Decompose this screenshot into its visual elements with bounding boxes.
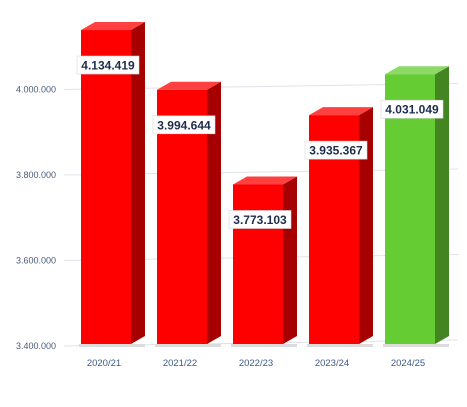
data-label-text: 3.994.644 [157, 118, 211, 132]
bar-shadow [231, 344, 297, 347]
data-label-box [380, 99, 444, 119]
bar-front-face [385, 74, 435, 344]
data-label: 3.994.644 [152, 115, 216, 135]
y-axis-ticks: 3.400.000 3.600.000 3.800.000 4.000.000 [16, 85, 56, 352]
bar-top-face [385, 66, 449, 75]
x-tick-label: 2024/25 [391, 358, 425, 369]
bar-side-face [435, 66, 449, 344]
data-label-box [76, 55, 140, 75]
data-label: 4.134.419 [76, 55, 140, 75]
data-label-text: 3.935.367 [309, 144, 363, 158]
x-tick-label: 2022/23 [239, 358, 273, 369]
x-tick-label: 2023/24 [315, 358, 349, 369]
bar-top-face [309, 107, 373, 116]
bar-2024-25 [383, 66, 449, 347]
bar-shadow [383, 344, 449, 347]
bar-side-face [283, 176, 297, 344]
data-label-box [228, 210, 292, 229]
data-label: 4.031.049 [380, 99, 444, 119]
bar-top-face [233, 176, 297, 185]
bar-shadow [307, 344, 373, 347]
data-label-text: 4.031.049 [385, 103, 439, 117]
data-label: 3.773.103 [228, 210, 292, 229]
y-tick-label: 3.600.000 [16, 256, 56, 266]
data-label: 3.935.367 [304, 140, 368, 160]
bar-2020-21 [79, 22, 145, 347]
bar-shadow [155, 344, 221, 347]
bar-shadow [79, 344, 145, 347]
x-tick-label: 2020/21 [87, 358, 121, 369]
y-tick-label: 3.400.000 [16, 341, 56, 351]
bar-top-face [81, 22, 145, 31]
data-label-text: 4.134.419 [81, 59, 135, 73]
x-tick-label: 2021/22 [163, 358, 197, 369]
bar-2022-23 [231, 176, 297, 347]
bar-front-face [81, 30, 131, 344]
bar-side-face [359, 107, 373, 344]
data-label-box [152, 115, 216, 135]
y-tick-label: 4.000.000 [16, 85, 56, 95]
y-tick-label: 3.800.000 [16, 170, 56, 180]
data-label-text: 3.773.103 [233, 213, 287, 227]
bar-front-face [233, 184, 283, 344]
x-axis-labels: 2020/21 2021/22 2022/23 2023/24 2024/25 [87, 358, 425, 369]
bar-side-face [207, 81, 221, 345]
bar-side-face [131, 22, 145, 344]
data-labels: 4.134.419 3.994.644 3.773.103 3.935.367 4.03… [76, 55, 444, 229]
data-label-box [304, 140, 368, 160]
bar-top-face [157, 81, 221, 90]
